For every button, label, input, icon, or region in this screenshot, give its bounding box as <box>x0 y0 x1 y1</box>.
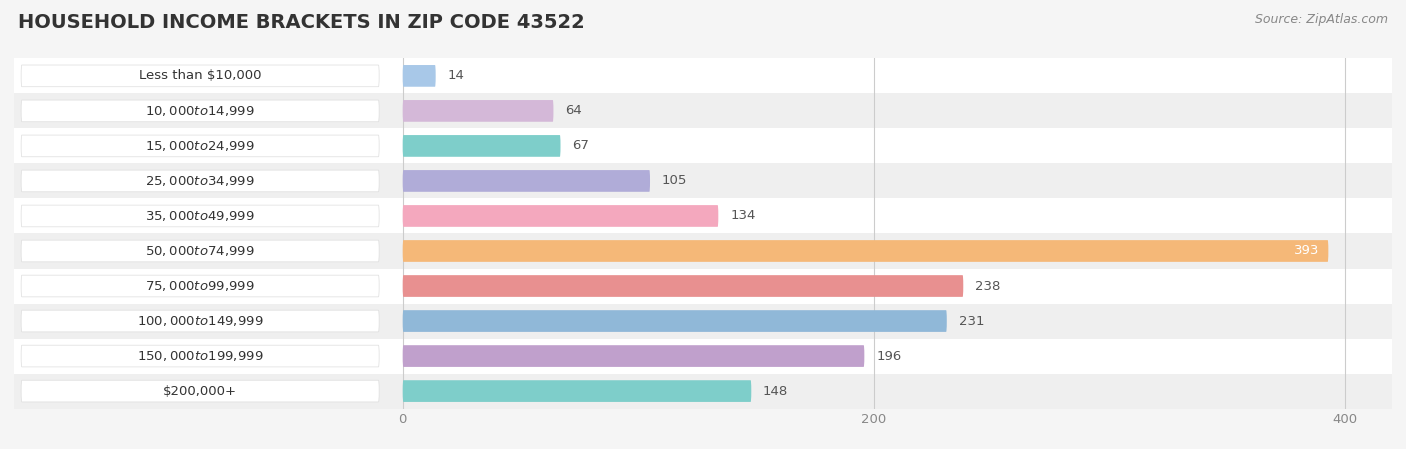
FancyBboxPatch shape <box>21 275 380 297</box>
FancyBboxPatch shape <box>402 275 963 297</box>
Bar <box>14 198 1392 233</box>
Bar <box>14 58 1392 93</box>
Text: $150,000 to $199,999: $150,000 to $199,999 <box>136 349 263 363</box>
FancyBboxPatch shape <box>21 65 380 87</box>
Bar <box>14 233 1392 269</box>
Text: 105: 105 <box>662 175 688 187</box>
Text: Source: ZipAtlas.com: Source: ZipAtlas.com <box>1254 13 1388 26</box>
Bar <box>14 339 1392 374</box>
FancyBboxPatch shape <box>21 310 380 332</box>
Text: HOUSEHOLD INCOME BRACKETS IN ZIP CODE 43522: HOUSEHOLD INCOME BRACKETS IN ZIP CODE 43… <box>18 13 585 32</box>
FancyBboxPatch shape <box>402 380 751 402</box>
FancyBboxPatch shape <box>21 380 380 402</box>
Text: $15,000 to $24,999: $15,000 to $24,999 <box>145 139 254 153</box>
FancyBboxPatch shape <box>402 100 554 122</box>
Text: $10,000 to $14,999: $10,000 to $14,999 <box>145 104 254 118</box>
Bar <box>14 269 1392 304</box>
Text: 238: 238 <box>974 280 1001 292</box>
Text: 67: 67 <box>572 140 589 152</box>
Text: Less than $10,000: Less than $10,000 <box>139 70 262 82</box>
Text: $75,000 to $99,999: $75,000 to $99,999 <box>145 279 254 293</box>
Text: 134: 134 <box>730 210 755 222</box>
Bar <box>14 304 1392 339</box>
FancyBboxPatch shape <box>402 135 561 157</box>
Bar <box>14 374 1392 409</box>
FancyBboxPatch shape <box>21 345 380 367</box>
Text: 231: 231 <box>959 315 984 327</box>
Text: $200,000+: $200,000+ <box>163 385 238 397</box>
FancyBboxPatch shape <box>21 170 380 192</box>
FancyBboxPatch shape <box>402 240 1329 262</box>
FancyBboxPatch shape <box>402 205 718 227</box>
FancyBboxPatch shape <box>21 100 380 122</box>
FancyBboxPatch shape <box>402 310 946 332</box>
FancyBboxPatch shape <box>21 135 380 157</box>
FancyBboxPatch shape <box>402 345 865 367</box>
Text: 148: 148 <box>763 385 789 397</box>
Text: 14: 14 <box>447 70 464 82</box>
Text: 393: 393 <box>1294 245 1319 257</box>
Text: $50,000 to $74,999: $50,000 to $74,999 <box>145 244 254 258</box>
FancyBboxPatch shape <box>402 170 650 192</box>
Text: $100,000 to $149,999: $100,000 to $149,999 <box>136 314 263 328</box>
Text: $25,000 to $34,999: $25,000 to $34,999 <box>145 174 254 188</box>
Text: 196: 196 <box>876 350 901 362</box>
Text: $35,000 to $49,999: $35,000 to $49,999 <box>145 209 254 223</box>
FancyBboxPatch shape <box>21 205 380 227</box>
Text: 64: 64 <box>565 105 582 117</box>
FancyBboxPatch shape <box>402 65 436 87</box>
Bar <box>14 93 1392 128</box>
FancyBboxPatch shape <box>21 240 380 262</box>
Bar <box>14 163 1392 198</box>
Bar <box>14 128 1392 163</box>
